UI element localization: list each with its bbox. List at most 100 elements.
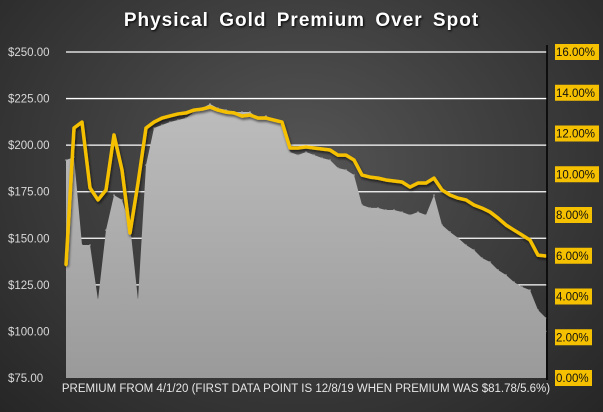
line-point bbox=[520, 233, 524, 237]
x-axis-label: PREMIUM FROM 4/1/20 (FIRST DATA POINT IS… bbox=[62, 383, 550, 395]
line-point bbox=[216, 108, 220, 112]
right-tick-label: 6.00% bbox=[556, 251, 589, 263]
line-point bbox=[360, 173, 364, 177]
left-tick-label: $250.00 bbox=[8, 47, 50, 59]
line-point bbox=[400, 180, 404, 184]
right-tick-bg bbox=[555, 166, 599, 183]
line-point bbox=[336, 153, 340, 157]
line-point bbox=[376, 176, 380, 180]
area-point bbox=[369, 207, 371, 209]
area-point bbox=[473, 249, 475, 251]
line-point bbox=[432, 176, 436, 180]
area-point bbox=[497, 269, 499, 271]
area-point bbox=[449, 231, 451, 233]
line-point bbox=[320, 147, 324, 151]
line-point bbox=[232, 111, 236, 115]
right-tick-bg bbox=[555, 247, 592, 264]
area-point bbox=[313, 154, 315, 156]
area-point bbox=[465, 244, 467, 246]
line-point bbox=[256, 116, 260, 120]
line-point bbox=[352, 158, 356, 162]
line-point bbox=[488, 210, 492, 214]
area-point bbox=[185, 117, 187, 119]
area-point bbox=[97, 299, 99, 301]
line-point bbox=[240, 114, 244, 118]
right-tick-bg bbox=[555, 207, 592, 223]
area-point bbox=[89, 244, 91, 246]
area-point bbox=[409, 214, 411, 216]
area-point bbox=[433, 194, 435, 196]
right-tick-label: 4.00% bbox=[556, 292, 589, 304]
right-tick-bg bbox=[555, 329, 592, 346]
line-point bbox=[304, 145, 308, 149]
line-point bbox=[200, 107, 204, 111]
area-point bbox=[329, 159, 331, 161]
line-point bbox=[248, 113, 252, 117]
right-tick-label: 8.00% bbox=[556, 210, 589, 222]
line-point bbox=[440, 188, 444, 192]
line-point bbox=[96, 198, 100, 202]
area-point bbox=[385, 209, 387, 211]
area-point bbox=[521, 286, 523, 288]
area-point bbox=[161, 124, 163, 126]
area-point bbox=[145, 164, 147, 166]
area-point bbox=[529, 289, 531, 291]
line-point bbox=[272, 118, 276, 122]
line-point bbox=[184, 111, 188, 115]
line-point bbox=[168, 114, 172, 118]
area-point bbox=[481, 257, 483, 259]
line-point bbox=[160, 116, 164, 120]
area-point bbox=[505, 274, 507, 276]
area-point bbox=[137, 299, 139, 301]
area-point bbox=[121, 199, 123, 201]
line-point bbox=[424, 181, 428, 185]
line-point bbox=[464, 198, 468, 202]
area-point bbox=[153, 127, 155, 129]
area-point bbox=[417, 211, 419, 213]
line-point bbox=[448, 193, 452, 197]
line-point bbox=[224, 110, 228, 114]
line-point bbox=[136, 181, 140, 185]
area-point bbox=[241, 111, 243, 113]
line-point bbox=[112, 133, 116, 137]
left-tick-label: $200.00 bbox=[8, 140, 50, 152]
left-tick-label: $125.00 bbox=[8, 280, 50, 292]
left-tick-label: $175.00 bbox=[8, 187, 50, 199]
area-point bbox=[345, 169, 347, 171]
right-tick-label: 16.00% bbox=[556, 47, 595, 59]
right-tick-label: 14.00% bbox=[556, 88, 595, 100]
right-tick-label: 10.00% bbox=[556, 169, 595, 181]
area-point bbox=[425, 214, 427, 216]
line-point bbox=[176, 112, 180, 116]
line-point bbox=[80, 120, 84, 124]
line-point bbox=[504, 223, 508, 227]
area-point bbox=[297, 154, 299, 156]
right-tick-bg bbox=[555, 44, 599, 60]
right-tick-bg bbox=[555, 84, 599, 101]
line-point bbox=[72, 126, 76, 130]
line-point bbox=[152, 120, 156, 124]
area-point bbox=[457, 237, 459, 239]
area-point bbox=[377, 207, 379, 209]
line-point bbox=[456, 196, 460, 200]
area-point bbox=[441, 224, 443, 226]
line-point bbox=[416, 181, 420, 185]
line-point bbox=[264, 116, 268, 120]
area-point bbox=[209, 103, 211, 105]
line-point bbox=[384, 178, 388, 182]
line-point bbox=[480, 206, 484, 210]
area-point bbox=[305, 151, 307, 153]
right-tick-label: 12.00% bbox=[556, 129, 595, 141]
chart-title: Physical Gold Premium Over Spot bbox=[123, 10, 480, 31]
line-point bbox=[192, 108, 196, 112]
area-point bbox=[401, 211, 403, 213]
line-point bbox=[408, 185, 412, 189]
left-tick-label: $225.00 bbox=[8, 94, 50, 106]
line-point bbox=[392, 179, 396, 183]
right-tick-bg bbox=[555, 288, 592, 305]
area-point bbox=[65, 159, 67, 161]
right-tick-bg bbox=[555, 125, 599, 142]
line-point bbox=[104, 188, 108, 192]
line-point bbox=[344, 153, 348, 157]
left-tick-label: $150.00 bbox=[8, 233, 50, 245]
